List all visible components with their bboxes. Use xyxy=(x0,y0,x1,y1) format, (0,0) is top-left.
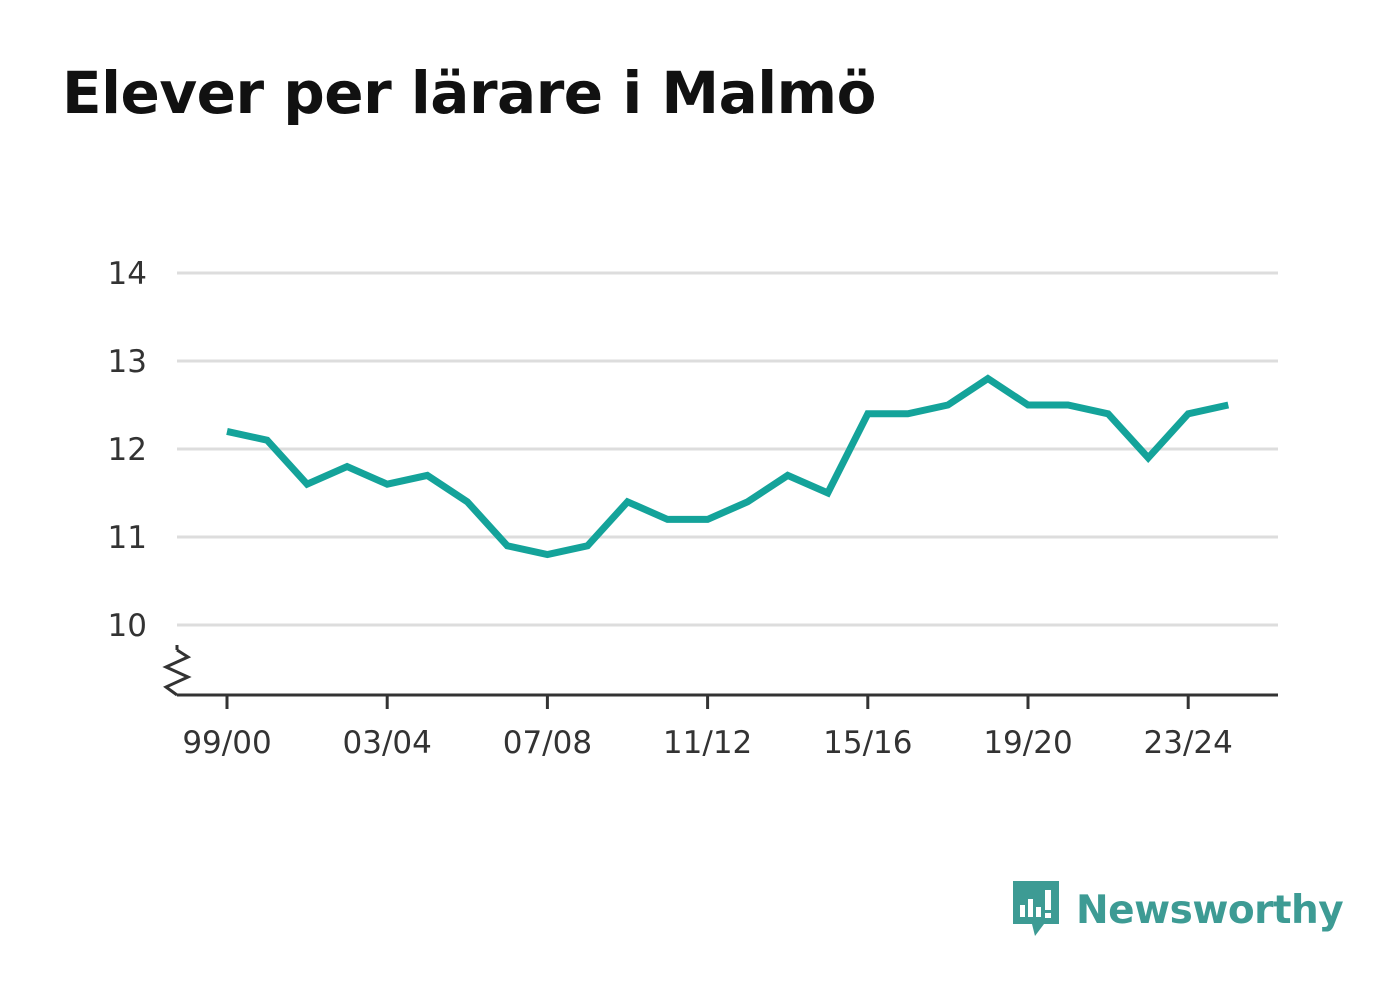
x-tick-label: 07/08 xyxy=(503,725,592,761)
gridlines xyxy=(177,271,1278,627)
x-axis xyxy=(162,645,1278,709)
x-tick-label: 15/16 xyxy=(823,725,912,761)
x-tick-label: 19/20 xyxy=(983,725,1072,761)
newsworthy-logo-icon xyxy=(1010,878,1062,942)
x-tick-label: 03/04 xyxy=(343,725,432,761)
series-layer xyxy=(226,374,1230,559)
x-axis-tick-labels: 99/00 03/04 07/08 11/12 15/16 19/20 23/24 xyxy=(182,725,1233,761)
x-tick-label: 23/24 xyxy=(1144,725,1233,761)
y-tick-label: 10 xyxy=(108,608,147,644)
y-tick-label: 14 xyxy=(108,256,147,292)
chart-title: Elever per lärare i Malmö xyxy=(62,59,876,127)
y-tick-label: 12 xyxy=(108,432,147,468)
y-tick-label: 11 xyxy=(108,520,147,556)
y-axis-break-icon xyxy=(162,648,192,697)
brand-name: Newsworthy xyxy=(1076,887,1344,933)
y-tick-label: 13 xyxy=(108,344,147,380)
x-tick-label: 11/12 xyxy=(663,725,752,761)
y-axis-tick-labels: 10 11 12 13 14 xyxy=(108,256,147,644)
x-tick-label: 99/00 xyxy=(182,725,271,761)
series-line xyxy=(226,374,1230,559)
brand-logo: Newsworthy xyxy=(1010,878,1344,942)
